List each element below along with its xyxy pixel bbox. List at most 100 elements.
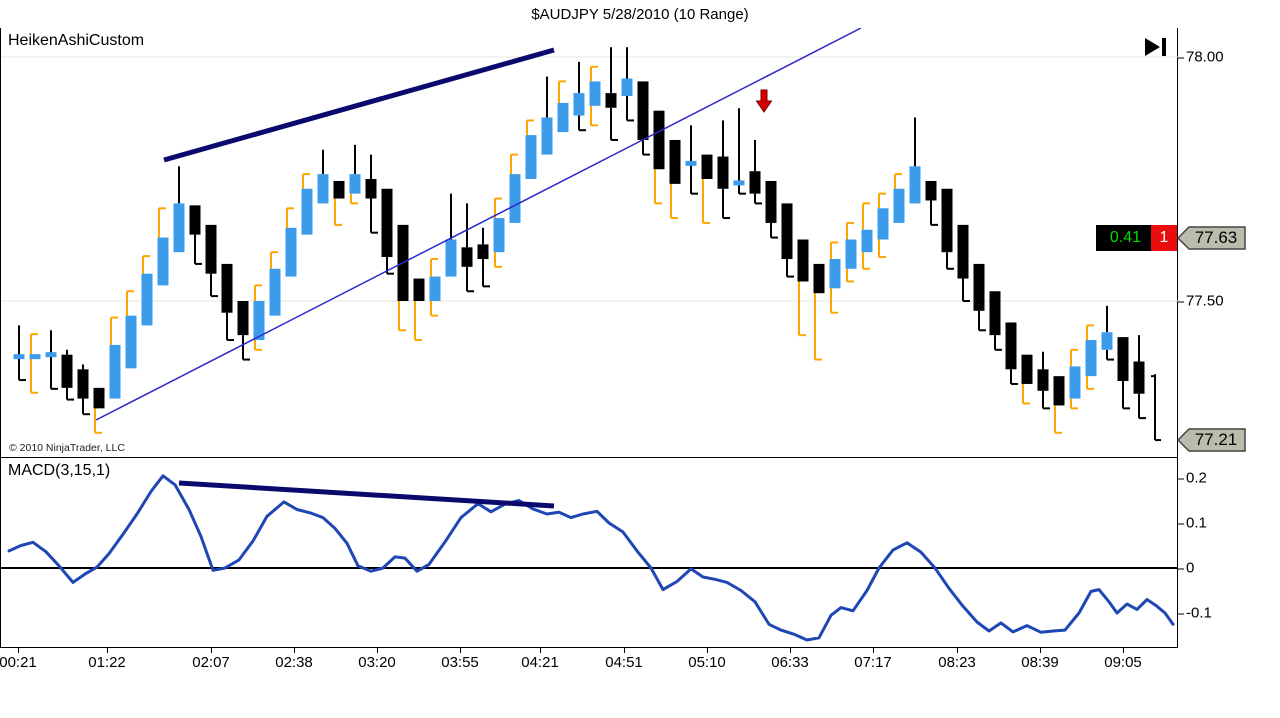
- time-tick-mark: [540, 648, 541, 653]
- down-candle: [237, 301, 250, 361]
- down-candle: [1037, 351, 1050, 410]
- down-candle: [765, 180, 778, 239]
- chart-title-text: $AUDJPY 5/28/2010 (10 Range): [531, 6, 749, 23]
- time-tick-mark: [873, 648, 874, 653]
- time-axis-label: 04:21: [521, 654, 559, 671]
- axis-tick-label: 78.00: [1178, 49, 1224, 66]
- up-candle: [621, 47, 634, 122]
- time-axis-label: 08:39: [1021, 654, 1059, 671]
- down-candle: [717, 120, 730, 220]
- down-candle: [461, 203, 474, 293]
- trendline: [178, 480, 555, 509]
- down-candle: [797, 239, 809, 337]
- time-axis-label: 06:33: [771, 654, 809, 671]
- up-candle: [845, 221, 857, 283]
- price-chart-canvas[interactable]: [1, 28, 1179, 458]
- down-candle: [333, 180, 345, 226]
- down-candle: [477, 227, 490, 288]
- count-badge: 1: [1151, 225, 1177, 251]
- play-to-end-icon[interactable]: [1143, 36, 1169, 63]
- red-down-arrow-icon: [755, 89, 773, 113]
- down-candle: [941, 188, 954, 270]
- up-candle: [509, 153, 521, 223]
- up-candle: [429, 258, 441, 317]
- down-candle: [1005, 322, 1018, 385]
- down-candle: [413, 278, 425, 342]
- up-candle: [269, 251, 281, 316]
- up-candle: [173, 166, 185, 253]
- time-tick-mark: [460, 648, 461, 653]
- up-candle: [1069, 348, 1081, 410]
- price-info-box: 0.41 1: [1095, 225, 1177, 251]
- up-candle: [541, 76, 553, 155]
- down-candle: [989, 291, 1002, 351]
- up-candle: [829, 241, 841, 314]
- down-candle: [973, 263, 986, 332]
- time-axis-label: 01:22: [88, 654, 126, 671]
- up-candle: [1085, 324, 1097, 390]
- down-candle: [365, 154, 378, 234]
- down-candle: [1021, 354, 1033, 405]
- macd-line: [7, 474, 1175, 642]
- tick-mark: [1178, 57, 1184, 59]
- time-tick-mark: [377, 648, 378, 653]
- time-tick-mark: [211, 648, 212, 653]
- down-candle: [749, 139, 762, 205]
- time-tick-mark: [624, 648, 625, 653]
- doji-candle: [13, 325, 26, 382]
- axis-tick-label: 0: [1178, 560, 1194, 577]
- price-axis[interactable]: 78.00 77.50 77.63 77.21: [1176, 28, 1280, 458]
- doji-candle: [733, 108, 746, 195]
- down-candle: [1117, 337, 1130, 410]
- time-axis-label: 07:17: [854, 654, 892, 671]
- down-candle: [381, 188, 394, 275]
- time-axis-label: 03:20: [358, 654, 396, 671]
- tick-mark: [1178, 568, 1184, 570]
- time-tick-mark: [18, 648, 19, 653]
- time-axis[interactable]: 00:21 01:22 02:07 02:38 03:20 03:55 04:21 04:51…: [0, 648, 1178, 690]
- price-tag: 77.63: [1176, 225, 1248, 251]
- up-candle: [157, 207, 169, 286]
- tick-mark: [1178, 301, 1184, 303]
- up-candle: [349, 144, 361, 205]
- macd-axis[interactable]: 0.2 0.1 0 -0.1: [1178, 458, 1280, 648]
- down-candle: [669, 139, 681, 220]
- time-tick-mark: [294, 648, 295, 653]
- up-candle: [893, 173, 905, 223]
- tick-mark: [1178, 613, 1184, 615]
- up-candle: [285, 207, 297, 277]
- down-candle: [957, 224, 970, 302]
- price-panel: HeikenAshiCustom © 2010 NinjaTrader, LLC…: [0, 28, 1179, 458]
- time-axis-label: 09:05: [1104, 654, 1142, 671]
- axis-tick-label: 0.2: [1178, 470, 1207, 487]
- tick-mark: [1178, 478, 1184, 480]
- up-candle: [573, 61, 586, 132]
- macd-chart-canvas[interactable]: [1, 458, 1179, 648]
- change-value: 0.41: [1095, 225, 1151, 251]
- down-candle: [93, 387, 105, 434]
- macd-panel: MACD(3,15,1): [0, 458, 1179, 648]
- tick-mark: [1178, 523, 1184, 525]
- time-axis-label: 03:55: [441, 654, 479, 671]
- up-candle: [877, 192, 889, 259]
- down-candle: [1133, 335, 1146, 420]
- axis-tick-label: 77.50: [1178, 293, 1224, 310]
- down-candle: [605, 47, 618, 141]
- down-candle: [701, 154, 713, 224]
- time-axis-label: 05:10: [688, 654, 726, 671]
- down-candle: [61, 349, 74, 401]
- chart-title: $AUDJPY 5/28/2010 (10 Range): [0, 0, 1280, 29]
- time-axis-label: 00:21: [0, 654, 37, 671]
- down-candle: [189, 205, 202, 265]
- up-candle: [317, 149, 329, 204]
- up-candle: [253, 284, 265, 351]
- doji-candle: [45, 330, 58, 390]
- doji-candle: [685, 125, 698, 195]
- time-tick-mark: [790, 648, 791, 653]
- down-candle: [925, 180, 938, 226]
- time-tick-mark: [957, 648, 958, 653]
- down-candle: [637, 81, 650, 156]
- up-candle: [493, 197, 505, 268]
- trendline: [95, 28, 862, 421]
- price-indicator-label: HeikenAshiCustom: [8, 32, 149, 50]
